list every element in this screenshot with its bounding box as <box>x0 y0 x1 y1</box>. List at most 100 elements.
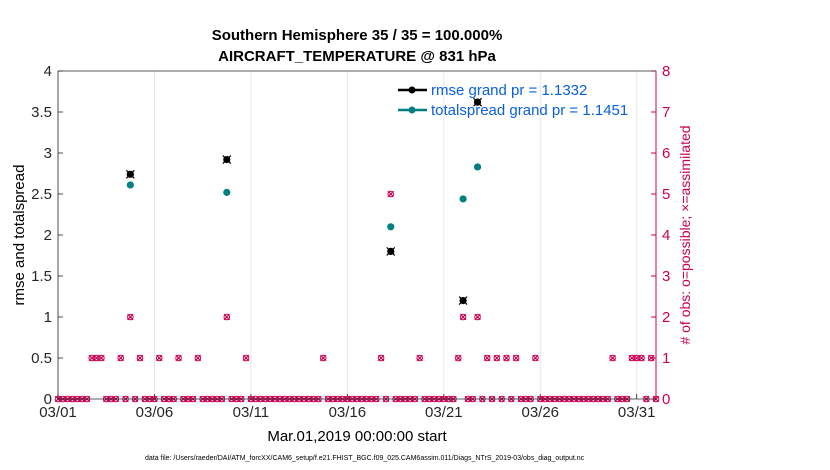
obs-possible-circle <box>127 313 134 321</box>
obs-assimilated-cross <box>512 354 520 362</box>
obs-possible-circle <box>503 354 510 362</box>
obs-count-point <box>136 354 144 362</box>
obs-count-point <box>242 354 250 362</box>
x-axis-ticks: 03/01 03/06 03/11 03/16 03/21 03/26 03/31 <box>39 394 655 421</box>
rmse-point <box>125 169 135 179</box>
obs-assimilated-cross <box>223 313 230 321</box>
obs-possible-circle <box>377 354 385 362</box>
left-tick-label: 1.5 <box>31 268 52 285</box>
legend-rmse-marker <box>408 86 416 94</box>
y-axis-label-left: rmse and totalspread <box>11 165 28 306</box>
x-tick-label: 03/01 <box>39 404 77 421</box>
totalspread-point <box>126 181 134 189</box>
legend: rmse grand pr = 1.1332 totalspread grand… <box>398 82 628 119</box>
obs-count-point <box>88 354 96 362</box>
right-tick-label: 1 <box>662 350 670 367</box>
obs-count-point <box>223 313 231 321</box>
obs-count-point <box>98 354 105 362</box>
obs-count-point <box>628 354 636 362</box>
legend-spread-marker <box>408 106 416 114</box>
obs-assimilated-cross <box>633 354 640 362</box>
obs-possible-circle <box>459 313 467 321</box>
obs-possible-circle <box>633 354 641 362</box>
legend-spread-label: totalspread grand pr = 1.1451 <box>431 102 628 119</box>
totalspread-point <box>223 188 231 196</box>
obs-possible-circle <box>474 313 481 321</box>
x-tick-label: 03/31 <box>618 404 656 421</box>
right-axis-ticks: 0 1 2 3 4 5 6 7 8 <box>651 63 670 408</box>
right-tick-label: 3 <box>662 268 670 285</box>
obs-count-point <box>633 354 641 362</box>
obs-count-point <box>493 354 501 362</box>
obs-count-point <box>512 354 520 362</box>
obs-possible-circle <box>175 354 182 362</box>
obs-count-point <box>93 354 100 362</box>
obs-count-point <box>609 354 616 362</box>
rmse-marker-cross <box>125 169 135 179</box>
right-tick-label: 5 <box>662 186 670 203</box>
obs-count-point <box>454 354 462 362</box>
obs-count-point <box>416 354 423 362</box>
totalspread-point <box>387 223 395 231</box>
obs-count-point <box>483 354 491 362</box>
left-tick-label: 2.5 <box>31 186 52 203</box>
rmse-point <box>473 97 482 107</box>
obs-count-point <box>647 354 655 362</box>
rmse-point <box>458 296 468 306</box>
x-tick-label: 03/16 <box>329 404 367 421</box>
obs-assimilated-cross <box>194 354 202 362</box>
left-tick-label: 0.5 <box>31 350 52 367</box>
obs-possible-circle <box>98 354 105 362</box>
obs-assimilated-cross <box>628 354 636 362</box>
obs-possible-circle <box>155 354 163 362</box>
obs-possible-circle <box>223 313 231 321</box>
obs-count-point <box>127 313 134 321</box>
right-tick-label: 8 <box>662 63 670 80</box>
left-tick-label: 1 <box>44 309 52 326</box>
obs-count-point <box>532 354 539 362</box>
obs-assimilated-cross <box>242 354 250 362</box>
left-tick-label: 3 <box>44 145 52 162</box>
obs-possible-circle <box>194 354 202 362</box>
chart-title-line2: AIRCRAFT_TEMPERATURE @ 831 hPa <box>218 48 496 65</box>
obs-count-point <box>377 354 385 362</box>
left-tick-label: 4 <box>44 63 52 80</box>
obs-possible-circle <box>416 354 423 362</box>
obs-possible-circle <box>454 354 462 362</box>
obs-assimilated-cross <box>459 313 467 321</box>
obs-assimilated-cross <box>136 354 144 362</box>
obs-possible-circle <box>532 354 539 362</box>
data-file-footnote: data file: /Users/raeder/DAI/ATM_forcXX/… <box>145 455 585 462</box>
obs-assimilated-cross <box>455 354 462 362</box>
obs-assimilated-cross <box>93 354 100 362</box>
obs-assimilated-cross <box>532 354 539 362</box>
rmse-point <box>222 155 232 164</box>
obs-assimilated-cross <box>127 313 134 321</box>
obs-possible-circle <box>493 354 501 362</box>
obs-count-point <box>387 190 395 198</box>
obs-possible-circle <box>628 354 636 362</box>
rmse-marker-cross <box>386 246 396 256</box>
obs-possible-circle <box>93 354 100 362</box>
obs-assimilated-cross <box>474 313 481 321</box>
right-tick-label: 2 <box>662 309 670 326</box>
rmse-marker-cross <box>473 97 482 107</box>
left-axis-ticks: 0 0.5 1 1.5 2 2.5 3 3.5 4 <box>31 63 63 408</box>
x-tick-label: 03/11 <box>233 404 269 421</box>
obs-count-point <box>155 354 163 362</box>
y-axis-label-right: # of obs: o=possible; ×=assimilated <box>677 125 693 344</box>
x-tick-label: 03/26 <box>521 404 559 421</box>
obs-count-point <box>474 313 481 321</box>
obs-possible-circle <box>117 354 124 362</box>
obs-assimilated-cross <box>98 354 105 362</box>
obs-possible-circle <box>88 354 96 362</box>
obs-assimilated-cross <box>609 354 616 362</box>
obs-assimilated-cross <box>156 354 163 362</box>
obs-assimilated-cross <box>484 354 491 362</box>
obs-count-point <box>319 354 327 362</box>
rmse-marker-cross <box>458 296 468 306</box>
left-tick-label: 2 <box>44 227 52 244</box>
obs-possible-circle <box>609 354 616 362</box>
obs-assimilated-cross <box>377 354 385 362</box>
